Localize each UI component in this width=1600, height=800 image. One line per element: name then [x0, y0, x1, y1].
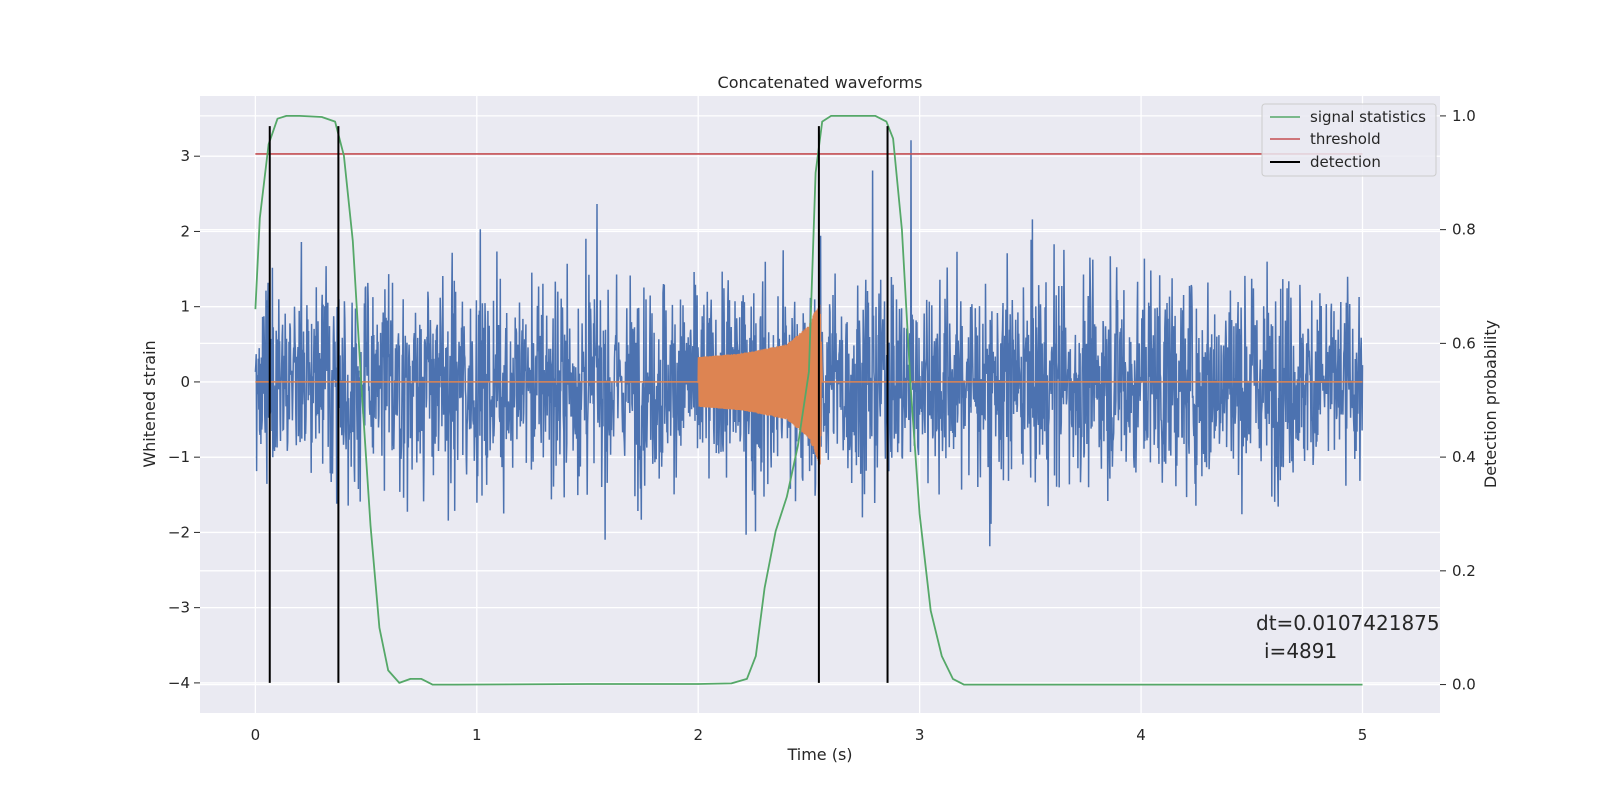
x-tick-label: 5	[1358, 726, 1368, 744]
y2-tick-label: 1.0	[1452, 107, 1476, 125]
y2-tick-label: 0.6	[1452, 334, 1476, 352]
x-tick-label: 3	[915, 726, 925, 744]
x-tick-label: 1	[472, 726, 482, 744]
y-tick-label: −3	[168, 599, 190, 617]
y-tick-label: −1	[168, 448, 190, 466]
series-layer	[254, 115, 1364, 686]
y2-tick-label: 0.0	[1452, 676, 1476, 694]
y-tick-label: −2	[168, 523, 190, 541]
x-tick-label: 2	[693, 726, 703, 744]
y-tick-label: 0	[180, 373, 190, 391]
injected-waveform-series	[255, 304, 1363, 465]
x-tick-label: 0	[251, 726, 261, 744]
y-axis-label: Whitened strain	[140, 340, 159, 467]
ticks: 0 1 2 3 4 5 −4 −3 −2 −1 0 1 2 3 0.0 0.2 0.4 0.6 0.8 1.0	[168, 107, 1476, 744]
y-tick-label: 3	[180, 147, 190, 165]
y2-axis-label: Detection probability	[1481, 320, 1500, 488]
y2-tick-label: 0.2	[1452, 562, 1476, 580]
legend-label-signal-statistics: signal statistics	[1310, 108, 1426, 126]
legend: signal statistics threshold detection	[1261, 103, 1437, 177]
annotation-dt: dt=0.0107421875	[1256, 611, 1440, 635]
x-tick-label: 4	[1136, 726, 1146, 744]
y-tick-label: 2	[180, 222, 190, 240]
legend-label-detection: detection	[1310, 153, 1381, 171]
x-axis-label: Time (s)	[786, 745, 852, 764]
y-tick-label: −4	[168, 674, 190, 692]
y-tick-label: 1	[180, 298, 190, 316]
y2-tick-label: 0.8	[1452, 221, 1476, 239]
y2-tick-label: 0.4	[1452, 448, 1476, 466]
chart-title: Concatenated waveforms	[718, 73, 923, 92]
legend-box	[1261, 103, 1437, 177]
signal-statistics-series	[254, 115, 1363, 686]
annotation-i: i=4891	[1264, 639, 1337, 663]
legend-label-threshold: threshold	[1310, 130, 1381, 148]
